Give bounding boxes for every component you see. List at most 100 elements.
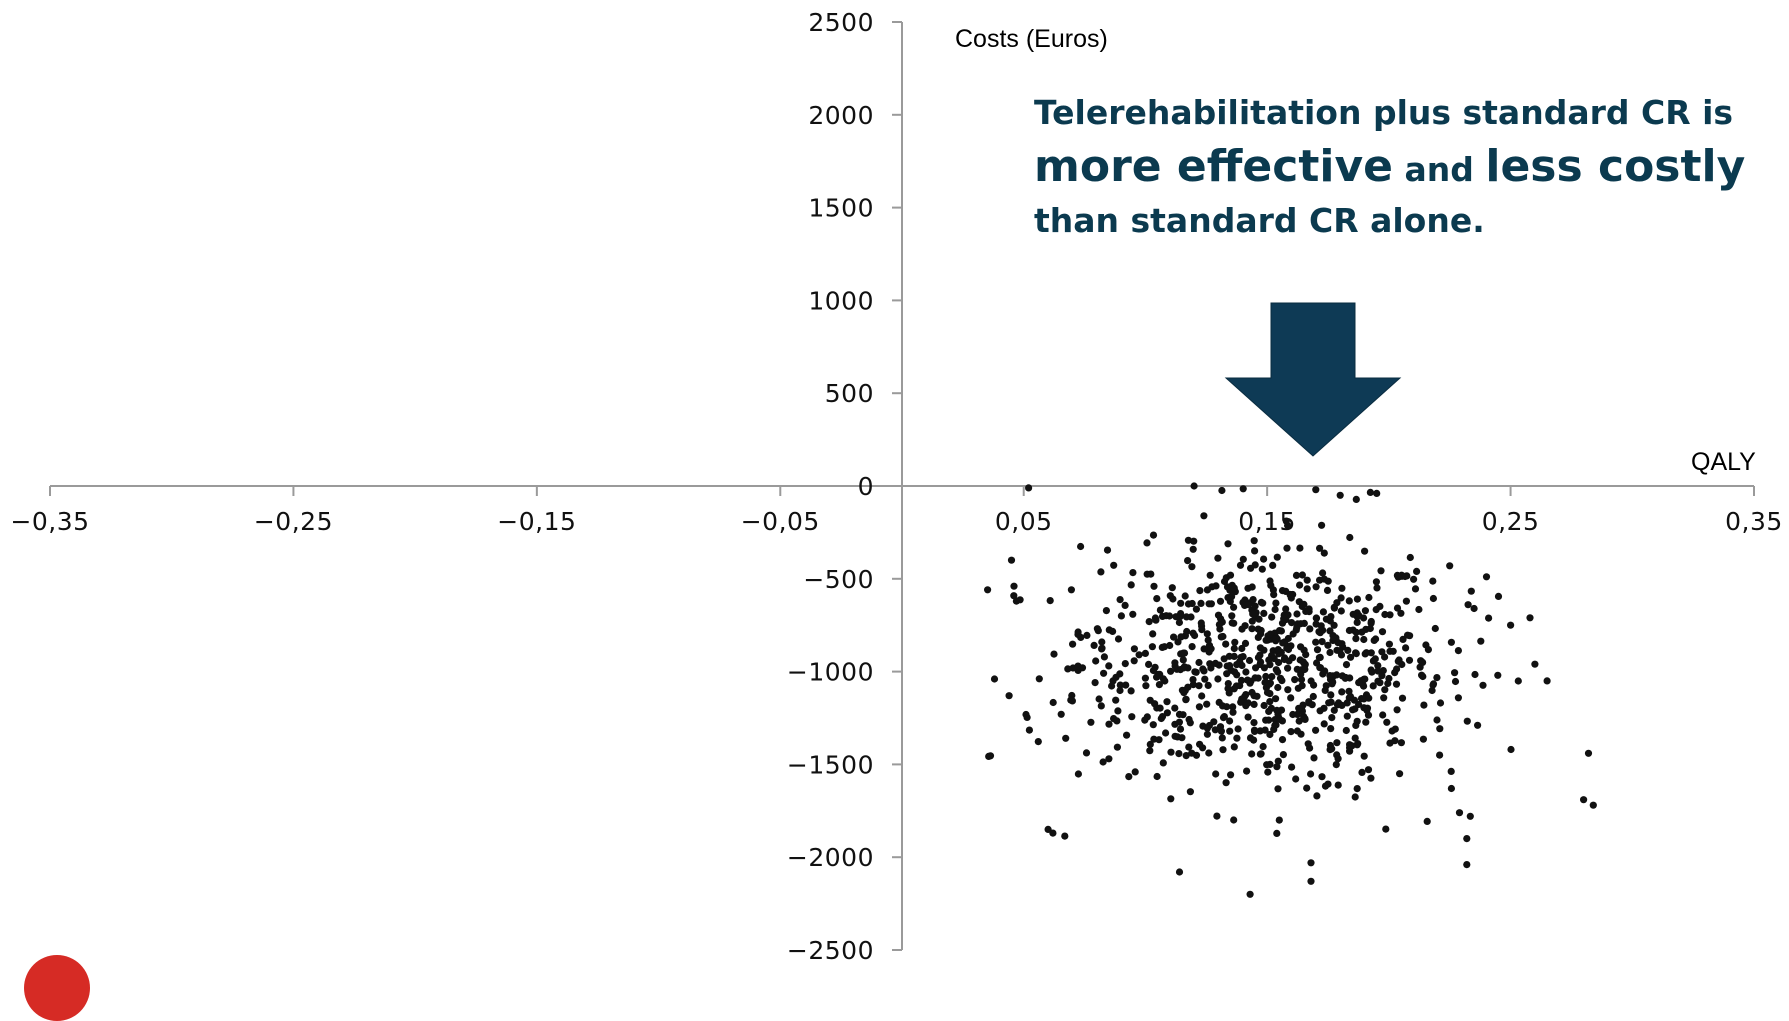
data-point xyxy=(1239,555,1247,563)
data-point xyxy=(1304,740,1312,748)
data-point xyxy=(1381,686,1389,694)
data-point xyxy=(1350,696,1358,704)
data-point xyxy=(1374,662,1382,670)
data-point xyxy=(990,675,999,683)
data-point xyxy=(1349,706,1357,714)
data-point xyxy=(1268,673,1276,681)
data-point xyxy=(1327,725,1335,733)
data-point xyxy=(1114,707,1122,715)
data-point xyxy=(1203,724,1211,732)
y-tick-label: 1500 xyxy=(808,194,874,223)
data-point xyxy=(1153,673,1161,681)
data-point xyxy=(1371,655,1379,663)
data-point xyxy=(1419,735,1427,743)
data-point xyxy=(1268,613,1276,621)
data-point xyxy=(1463,861,1471,869)
data-point xyxy=(1270,591,1278,599)
data-point xyxy=(1219,702,1227,710)
data-point xyxy=(1278,736,1287,744)
data-point xyxy=(1244,584,1252,592)
data-point xyxy=(1306,625,1314,633)
data-point xyxy=(1150,735,1158,743)
callout-more-effective: more effective xyxy=(1034,141,1393,193)
data-point xyxy=(1446,562,1454,570)
data-point xyxy=(1330,621,1338,629)
data-point xyxy=(1162,612,1170,620)
data-point xyxy=(1320,720,1328,728)
data-point xyxy=(1198,626,1206,634)
data-point xyxy=(1293,727,1301,735)
data-point xyxy=(1321,782,1330,790)
y-axis-title: Costs (Euros) xyxy=(955,25,1108,53)
data-point xyxy=(1151,700,1159,708)
data-point xyxy=(1494,592,1503,601)
data-point xyxy=(1249,610,1257,618)
data-point xyxy=(1370,636,1378,645)
data-point xyxy=(1158,713,1167,721)
data-point xyxy=(1190,482,1198,490)
data-point xyxy=(1229,703,1237,711)
data-point xyxy=(1116,596,1124,604)
x-tick-label: 0,35 xyxy=(1725,507,1783,536)
data-point xyxy=(1191,668,1199,676)
data-point xyxy=(1274,668,1282,676)
data-point xyxy=(1143,539,1151,547)
data-point xyxy=(1226,571,1235,579)
data-point xyxy=(1257,598,1265,607)
data-point xyxy=(1313,659,1321,667)
data-point xyxy=(1025,726,1033,734)
data-point xyxy=(1273,553,1281,561)
data-point xyxy=(1415,605,1423,614)
data-point xyxy=(1326,672,1334,680)
data-point xyxy=(1190,537,1198,545)
data-point xyxy=(1229,708,1237,716)
data-point xyxy=(1254,674,1262,682)
data-point xyxy=(1261,726,1269,734)
data-point xyxy=(1010,592,1018,600)
data-point xyxy=(1284,686,1292,694)
x-tick-label: −0,35 xyxy=(10,507,89,536)
data-point xyxy=(1149,666,1157,675)
x-tick-label: 0,05 xyxy=(995,507,1053,536)
data-point xyxy=(1385,640,1393,648)
data-point xyxy=(1181,592,1189,600)
data-point xyxy=(1160,643,1169,651)
data-point xyxy=(1307,859,1315,867)
data-point xyxy=(1334,781,1342,789)
data-point xyxy=(1398,694,1407,702)
data-point xyxy=(1300,646,1308,654)
data-point xyxy=(1257,658,1265,666)
data-point xyxy=(1362,718,1370,726)
data-point xyxy=(1332,761,1340,769)
data-point xyxy=(1282,605,1290,613)
data-point xyxy=(1149,721,1157,729)
data-point xyxy=(1260,555,1268,563)
data-point xyxy=(1256,750,1264,758)
data-point xyxy=(1141,649,1149,658)
data-point xyxy=(1149,630,1157,638)
data-point xyxy=(1244,601,1252,609)
data-point xyxy=(1266,698,1274,706)
data-point xyxy=(1269,561,1277,570)
data-point xyxy=(1463,717,1471,725)
data-point xyxy=(1259,743,1267,751)
data-point xyxy=(1330,706,1338,714)
y-tick-label: 0 xyxy=(858,472,874,501)
data-point xyxy=(1319,608,1327,616)
data-point xyxy=(1105,720,1113,728)
data-point xyxy=(1145,660,1153,669)
data-point xyxy=(1418,671,1426,679)
data-point xyxy=(1352,495,1360,503)
data-point xyxy=(1589,801,1597,809)
data-point xyxy=(1361,650,1369,658)
data-point xyxy=(1321,667,1329,675)
data-point xyxy=(1220,713,1228,721)
data-point xyxy=(1230,816,1238,824)
data-point xyxy=(984,586,992,594)
data-point xyxy=(1352,650,1360,658)
data-point xyxy=(1284,664,1292,672)
data-point xyxy=(1273,706,1281,715)
data-point xyxy=(1206,571,1214,579)
data-point xyxy=(1305,605,1313,613)
data-point xyxy=(1312,614,1320,622)
